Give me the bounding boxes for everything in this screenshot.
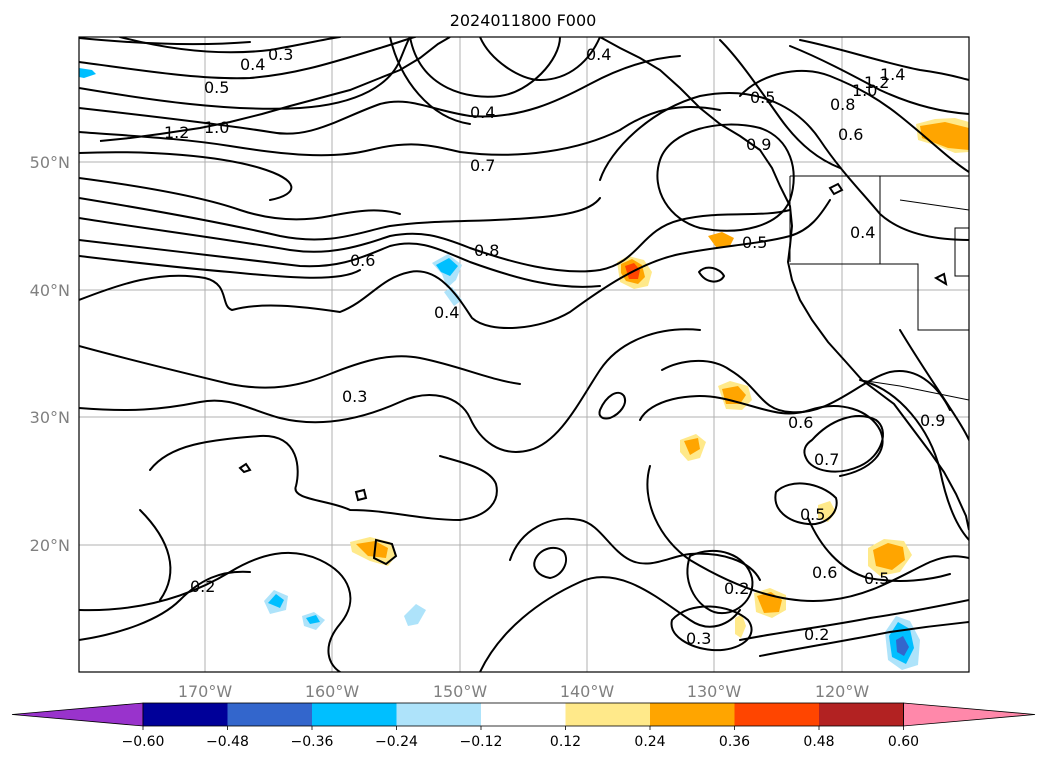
contour-label: 0.6 [350, 251, 375, 270]
contour-label: 0.2 [804, 625, 829, 644]
lon-label: 120°W [815, 682, 870, 701]
colorbar-segment [819, 703, 904, 726]
contour-label: 0.5 [800, 505, 825, 524]
contour-label: 0.4 [850, 223, 875, 242]
contour-label: 0.2 [190, 577, 215, 596]
lat-label: 30°N [30, 408, 70, 427]
negative-patch [896, 636, 909, 656]
map-frame [78, 36, 970, 673]
lat-label: 20°N [30, 536, 70, 555]
lon-label: 130°W [687, 682, 742, 701]
lon-label: 140°W [560, 682, 615, 701]
contour-label: 0.6 [838, 125, 863, 144]
positive-patch [735, 614, 746, 638]
negative-patch [268, 594, 284, 608]
negative-patch [444, 287, 462, 306]
positive-patch [873, 543, 905, 570]
contour-label: 0.3 [342, 387, 367, 406]
contour-label: 0.5 [742, 233, 767, 252]
contour-lines [79, 37, 969, 672]
negative-patch [436, 258, 458, 276]
contour-label: 0.5 [204, 78, 229, 97]
colorbar-segment [650, 703, 735, 726]
colorbar-outline [142, 702, 904, 727]
colorbar-segment [227, 703, 313, 726]
contour-label: 0.7 [814, 450, 839, 469]
colorbar-segment [565, 703, 651, 726]
contour-label: 0.2 [724, 579, 749, 598]
gridlines [79, 37, 969, 672]
contour-label: 0.6 [812, 563, 837, 582]
contour-label: 0.5 [864, 569, 889, 588]
positive-patch [684, 438, 700, 455]
colorbar-extend-high [903, 702, 1036, 727]
negative-patch [79, 68, 96, 78]
lon-label: 170°W [178, 682, 233, 701]
positive-patch [708, 232, 734, 247]
contour-label: 0.8 [474, 241, 499, 260]
colorbar-segment [734, 703, 820, 726]
lat-label: 40°N [30, 281, 70, 300]
contour-label: 0.5 [750, 88, 775, 107]
contour-label: 0.4 [434, 303, 459, 322]
colorbar-segment [312, 703, 397, 726]
contour-label: 1.2 [164, 123, 189, 142]
colorbar-tick-label: −0.60 [122, 734, 165, 750]
contour-label: 0.7 [470, 156, 495, 175]
colorbar-segment [481, 703, 566, 726]
colorbar-tick-label: −0.48 [206, 734, 249, 750]
contour-labels: 0.3 0.4 0.5 1.2 1.0 0.4 0.7 0.4 0.5 1.4 … [164, 45, 945, 648]
colorbar-tick-label: −0.24 [375, 734, 418, 750]
lat-label: 50°N [30, 153, 70, 172]
contour-label: 0.3 [686, 629, 711, 648]
contour-label: 0.4 [240, 55, 265, 74]
colorbar-extend-low [11, 702, 144, 727]
anomaly-patches [79, 68, 969, 670]
colorbar-tick-label: −0.36 [291, 734, 334, 750]
colorbar-tick-label: 0.60 [888, 734, 919, 750]
contour-label: 0.9 [920, 411, 945, 430]
contour-label: 0.4 [586, 45, 611, 64]
colorbar-segment [143, 703, 228, 726]
contour-label: 1.0 [852, 81, 877, 100]
contour-label: 0.4 [470, 103, 495, 122]
contour-label: 0.8 [830, 95, 855, 114]
contour-label: 1.2 [864, 73, 889, 92]
lon-label: 150°W [433, 682, 488, 701]
longitude-labels: 170°W 160°W 150°W 140°W 130°W 120°W [178, 682, 870, 701]
contour-label: 1.4 [880, 65, 905, 84]
colorbar: −0.60 −0.48 −0.36 −0.24 −0.12 0.12 0.24 0.36 0.4… [11, 702, 1036, 750]
coastlines [99, 37, 969, 566]
colorbar-tick-label: 0.48 [803, 734, 834, 750]
latitude-labels: 50°N 40°N 30°N 20°N [30, 153, 70, 555]
contour-label: 0.3 [268, 45, 293, 64]
positive-patch [920, 122, 969, 150]
colorbar-tick-label: −0.12 [460, 734, 503, 750]
negative-patch [404, 604, 426, 626]
colorbar-segment [396, 703, 482, 726]
contour-label: 0.9 [746, 135, 771, 154]
colorbar-tick-label: 0.24 [634, 734, 665, 750]
lon-label: 160°W [305, 682, 360, 701]
colorbar-tick-label: 0.12 [550, 734, 581, 750]
negative-patch [306, 615, 320, 624]
map-title: 2024011800 F000 [450, 11, 597, 30]
positive-patch [356, 541, 388, 558]
map-plot-area: 0.3 0.4 0.5 1.2 1.0 0.4 0.7 0.4 0.5 1.4 … [79, 37, 969, 672]
colorbar-tick-label: 0.36 [719, 734, 750, 750]
contour-label: 1.0 [204, 118, 229, 137]
contour-label: 0.6 [788, 413, 813, 432]
